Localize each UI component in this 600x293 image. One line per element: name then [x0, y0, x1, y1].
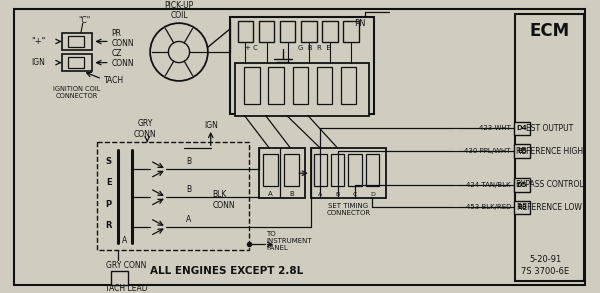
Text: PICK-UP
COIL: PICK-UP COIL	[164, 1, 194, 20]
Bar	[263, 154, 278, 186]
Bar	[268, 67, 284, 104]
Text: TO
INSTRUMENT
PANEL: TO INSTRUMENT PANEL	[266, 231, 312, 251]
Text: GRY CONN: GRY CONN	[106, 261, 146, 270]
Text: E: E	[106, 178, 112, 187]
Text: BYPASS CONTROL: BYPASS CONTROL	[515, 180, 583, 189]
Bar	[365, 154, 379, 186]
Bar	[514, 144, 530, 158]
Text: A: A	[318, 192, 323, 197]
Bar	[68, 36, 84, 47]
Text: IGN: IGN	[204, 121, 218, 130]
Bar	[322, 21, 338, 42]
Bar	[343, 21, 359, 42]
Text: TACH LEAD: TACH LEAD	[105, 284, 148, 293]
Text: 7S 3700-6E: 7S 3700-6E	[521, 267, 569, 276]
Text: D4: D4	[517, 125, 527, 132]
Bar	[259, 148, 305, 198]
Text: PN: PN	[354, 19, 365, 28]
Bar	[259, 21, 274, 42]
Text: 423 WHT: 423 WHT	[479, 125, 511, 132]
Text: REFERENCE HIGH: REFERENCE HIGH	[516, 146, 583, 156]
Text: BLK
CONN: BLK CONN	[212, 190, 235, 210]
Bar	[230, 17, 374, 114]
Text: R: R	[106, 221, 112, 230]
Bar	[62, 33, 92, 50]
Text: ALL ENGINES EXCEPT 2.8L: ALL ENGINES EXCEPT 2.8L	[151, 266, 304, 276]
Bar	[349, 154, 362, 186]
Text: G  B  R  E: G B R E	[298, 45, 331, 51]
Bar	[311, 148, 386, 198]
Bar	[280, 21, 295, 42]
Bar	[515, 13, 584, 281]
Bar	[97, 142, 249, 250]
Text: A: A	[268, 191, 273, 197]
Text: TACH: TACH	[104, 76, 124, 85]
Text: ECM: ECM	[529, 22, 569, 40]
Bar	[110, 271, 128, 285]
Text: PR
CONN: PR CONN	[112, 29, 134, 48]
Text: B5: B5	[517, 148, 527, 154]
Text: B3: B3	[517, 205, 527, 210]
Bar	[314, 154, 327, 186]
Text: 424 TAN/BLK: 424 TAN/BLK	[466, 182, 511, 188]
Text: P: P	[106, 200, 112, 209]
Text: GRY
CONN: GRY CONN	[134, 119, 157, 139]
Text: D5: D5	[517, 182, 527, 188]
Text: IGN: IGN	[31, 58, 45, 67]
Text: "+": "+"	[31, 37, 45, 46]
Text: IGNITION COIL
CONNECTOR: IGNITION COIL CONNECTOR	[53, 86, 101, 99]
Text: B: B	[289, 191, 294, 197]
Text: A: A	[122, 236, 127, 245]
Bar	[62, 54, 92, 71]
Bar	[514, 201, 530, 214]
Text: REFERENCE LOW: REFERENCE LOW	[517, 203, 582, 212]
Text: D: D	[370, 192, 375, 197]
Bar	[317, 67, 332, 104]
Bar	[301, 21, 317, 42]
Text: B: B	[186, 157, 191, 166]
Bar	[341, 67, 356, 104]
Bar	[284, 154, 299, 186]
Text: 453 BLK/RED: 453 BLK/RED	[466, 205, 511, 210]
Bar	[331, 154, 344, 186]
Text: S: S	[106, 157, 112, 166]
Text: B: B	[186, 185, 191, 194]
Bar	[238, 21, 253, 42]
Text: SET TIMING
CONNECTOR: SET TIMING CONNECTOR	[326, 203, 370, 216]
Text: C: C	[353, 192, 357, 197]
Bar	[514, 122, 530, 135]
Bar	[293, 67, 308, 104]
Text: 430 PPL/WHT: 430 PPL/WHT	[464, 148, 511, 154]
Bar	[514, 178, 530, 192]
Bar	[244, 67, 260, 104]
Text: + C: + C	[245, 45, 257, 51]
Bar	[68, 57, 84, 68]
Text: 5-20-91: 5-20-91	[529, 255, 562, 264]
Text: EST OUTPUT: EST OUTPUT	[526, 124, 573, 133]
Text: "C": "C"	[79, 16, 91, 25]
Text: B: B	[335, 192, 340, 197]
Bar	[235, 63, 370, 115]
Text: CZ
CONN: CZ CONN	[112, 49, 134, 69]
Text: A: A	[186, 215, 191, 224]
